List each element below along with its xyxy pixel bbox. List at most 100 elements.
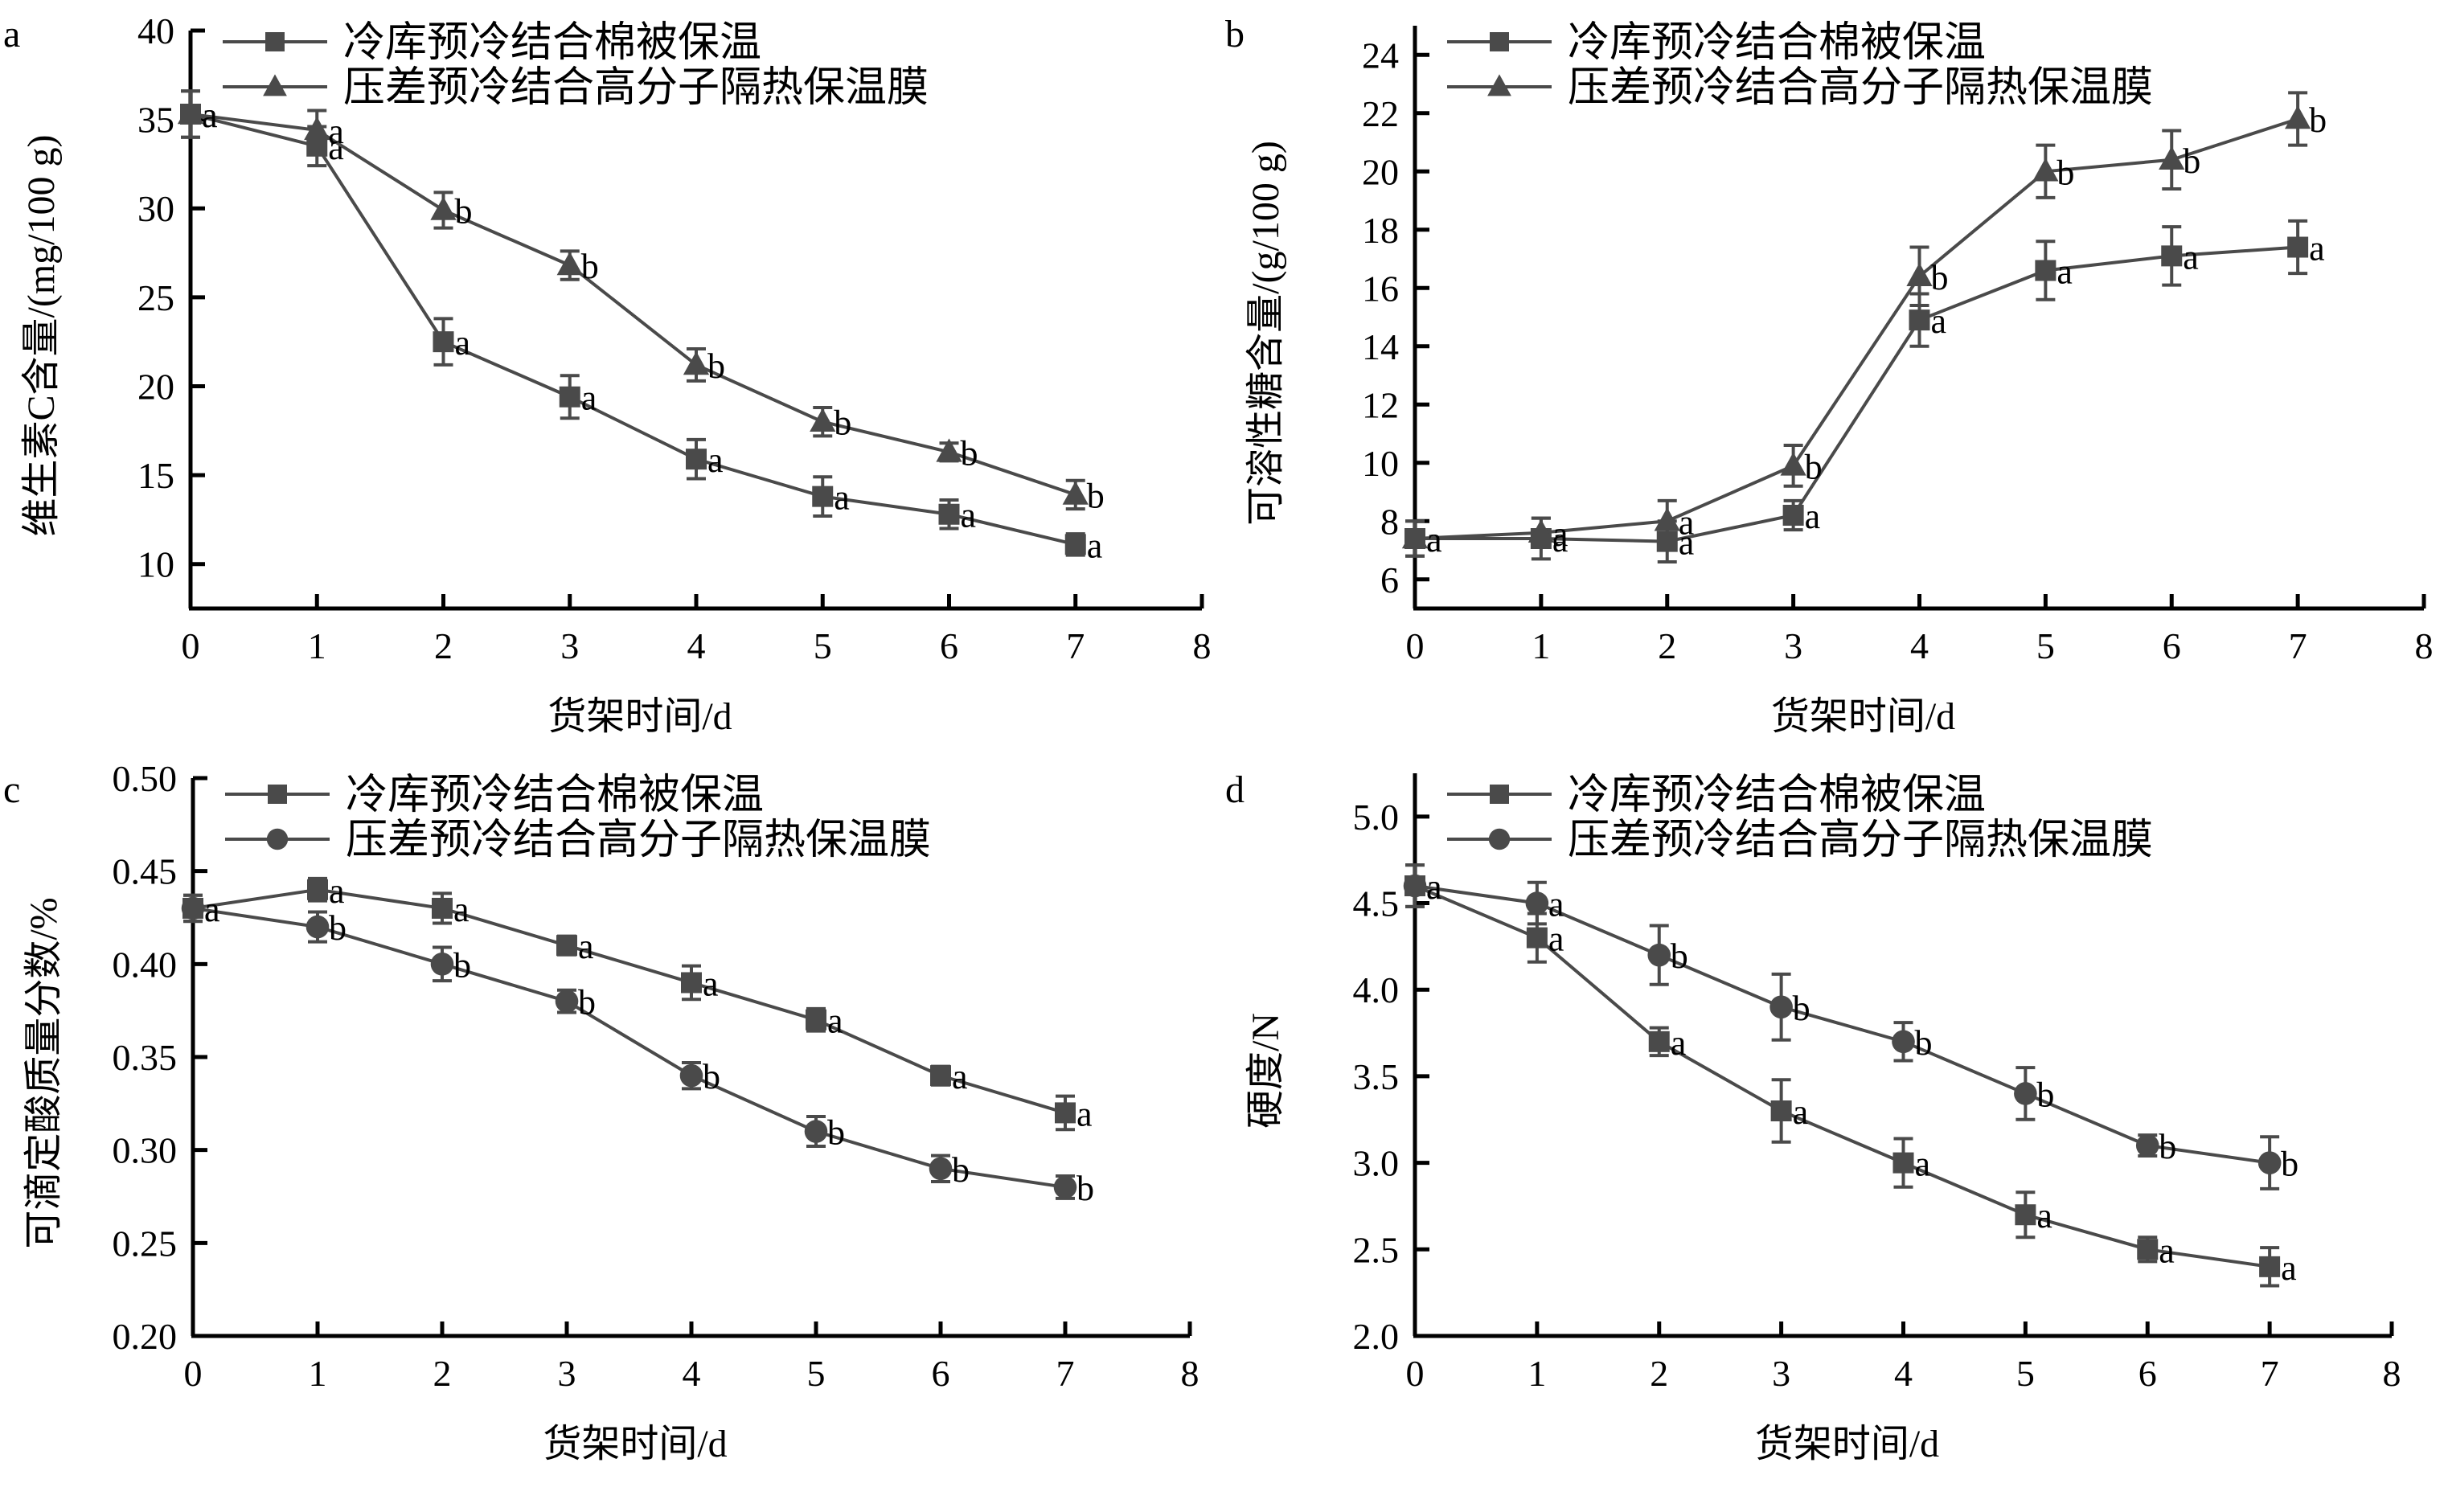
panel-b: b 0 1 2 3 4 5 6 7 8 6 8 10 12 14 16 18 20 22 24 货架时间/d 可溶性糖含量… bbox=[1222, 0, 2444, 756]
data-point bbox=[2135, 1133, 2159, 1158]
significance-label: a bbox=[2281, 1248, 2297, 1288]
chart-a: a 0 1 2 3 4 5 6 7 8 10 15 20 25 30 35 40 货架时间/d 维生素C含量/(mg… bbox=[3, 10, 1212, 738]
significance-label: b bbox=[578, 983, 596, 1022]
significance-label: b bbox=[952, 1150, 970, 1190]
chart-b-series-2-line bbox=[1414, 117, 2298, 540]
data-point bbox=[304, 116, 330, 141]
chart-a-x-tick-label: 2 bbox=[434, 625, 453, 666]
data-point bbox=[432, 897, 453, 919]
significance-label: a bbox=[2036, 1196, 2052, 1235]
chart-d-x-tick-label: 4 bbox=[1894, 1353, 1913, 1394]
significance-label: a bbox=[1552, 514, 1569, 554]
chart-a-x-tick-label: 8 bbox=[1193, 625, 1212, 666]
legend-marker-icon bbox=[1487, 74, 1511, 96]
data-point bbox=[556, 252, 583, 276]
data-point bbox=[1526, 927, 1548, 949]
data-point bbox=[2287, 236, 2309, 258]
data-point bbox=[433, 331, 454, 353]
chart-c-y-axis-title: 可滴定酸质量分数/% bbox=[23, 897, 65, 1248]
significance-label: a bbox=[1076, 1094, 1093, 1133]
panel-d: d 0 1 2 3 4 5 6 7 8 2.0 2.5 3.0 3.5 4.0 4.5 5.0 货架时间/d 硬度/… bbox=[1222, 756, 2444, 1511]
significance-label: a bbox=[1426, 520, 1442, 559]
chart-a-y-tick-label: 25 bbox=[137, 277, 174, 318]
significance-label: b bbox=[1915, 1023, 1933, 1063]
chart-b-x-axis-title: 货架时间/d bbox=[1771, 695, 1955, 738]
data-point bbox=[2015, 1204, 2036, 1226]
chart-d-x-tick-label: 1 bbox=[1528, 1353, 1546, 1394]
chart-d-x-tick-label: 3 bbox=[1772, 1353, 1790, 1394]
chart-d-y-tick-label: 2.5 bbox=[1353, 1229, 1400, 1270]
chart-a-y-tick-label: 15 bbox=[137, 455, 174, 496]
significance-label: a bbox=[1548, 885, 1564, 924]
chart-c-y-tick-label: 0.45 bbox=[113, 851, 178, 892]
data-point bbox=[2161, 245, 2183, 267]
data-point bbox=[1647, 943, 1671, 967]
significance-label: a bbox=[202, 96, 218, 135]
significance-label: a bbox=[204, 890, 220, 929]
significance-label: b bbox=[1793, 989, 1810, 1028]
legend-marker-icon bbox=[1490, 785, 1509, 804]
chart-c-x-tick-label: 4 bbox=[683, 1353, 701, 1394]
data-point bbox=[812, 486, 834, 507]
significance-label: b bbox=[827, 1113, 845, 1153]
chart-d-x-tick-label: 0 bbox=[1406, 1353, 1425, 1394]
chart-b-y-tick-label: 6 bbox=[1380, 559, 1399, 600]
legend-label: 冷库预冷结合棉被保温 bbox=[343, 20, 761, 66]
chart-d-x-axis-title: 货架时间/d bbox=[1755, 1423, 1939, 1465]
significance-label: a bbox=[581, 379, 597, 418]
significance-label: a bbox=[1679, 523, 1695, 563]
chart-b-x-tick-label: 4 bbox=[1910, 625, 1929, 666]
legend-item: 冷库预冷结合棉被保温 bbox=[223, 20, 761, 66]
significance-label: b bbox=[2036, 1075, 2054, 1114]
significance-label: a bbox=[1679, 502, 1695, 542]
data-point bbox=[1770, 1100, 1792, 1121]
significance-label: a bbox=[455, 323, 471, 363]
chart-c-series-2-line bbox=[192, 906, 1066, 1189]
significance-label: a bbox=[1426, 520, 1442, 559]
significance-label: a bbox=[2309, 229, 2325, 268]
chart-d-y-axis-title: 硬度/N bbox=[1245, 1013, 1287, 1129]
legend-item: 冷库预冷结合棉被保温 bbox=[1447, 20, 1986, 66]
significance-label: b bbox=[834, 404, 851, 443]
chart-d: d 0 1 2 3 4 5 6 7 8 2.0 2.5 3.0 3.5 4.0 4.5 5.0 货架时间/d 硬度/… bbox=[1225, 768, 2401, 1465]
chart-c-series-1: a a a a a a a a bbox=[182, 871, 1093, 1133]
data-point bbox=[804, 1120, 828, 1143]
significance-label: a bbox=[328, 112, 344, 151]
significance-label: a bbox=[204, 890, 220, 929]
chart-b-y-axis-title: 可溶性糖含量/(g/100 g) bbox=[1245, 141, 1287, 526]
significance-label: b bbox=[453, 945, 471, 985]
chart-c-panel-letter: c bbox=[3, 768, 20, 811]
data-point bbox=[1892, 1030, 1915, 1054]
significance-label: a bbox=[1548, 920, 1564, 959]
significance-label: a bbox=[329, 871, 345, 911]
data-point bbox=[1906, 262, 1933, 287]
chart-c-x-tick-label: 5 bbox=[807, 1353, 826, 1394]
legend-marker-icon bbox=[268, 785, 287, 804]
chart-a-x-tick-label: 5 bbox=[814, 625, 832, 666]
chart-b-y-tick-label: 8 bbox=[1380, 501, 1399, 542]
chart-d-y-tick-label: 4.5 bbox=[1353, 883, 1400, 924]
significance-label: b bbox=[1671, 936, 1688, 976]
legend-marker-icon bbox=[263, 74, 287, 96]
chart-b-y-tick-label: 14 bbox=[1362, 326, 1399, 367]
data-point bbox=[555, 990, 579, 1013]
data-point bbox=[181, 896, 205, 920]
legend-label: 压差预冷结合高分子隔热保温膜 bbox=[343, 65, 929, 111]
legend-label: 压差预冷结合高分子隔热保温膜 bbox=[346, 817, 931, 863]
significance-label: a bbox=[2183, 237, 2199, 277]
chart-c-y-tick-label: 0.50 bbox=[113, 758, 178, 799]
chart-a-panel-letter: a bbox=[3, 13, 20, 55]
data-point bbox=[2285, 105, 2311, 129]
chart-b-x-tick-label: 8 bbox=[2415, 625, 2434, 666]
legend-item: 压差预冷结合高分子隔热保温膜 bbox=[1447, 817, 2153, 863]
data-point bbox=[1528, 518, 1554, 543]
chart-a-y-tick-label: 40 bbox=[137, 10, 174, 51]
chart-b-y-tick-label: 18 bbox=[1362, 210, 1399, 251]
chart-d-x-tick-label: 6 bbox=[2138, 1353, 2157, 1394]
chart-a-x-tick-label: 3 bbox=[560, 625, 579, 666]
legend-marker-icon bbox=[1490, 32, 1509, 51]
chart-c-y-tick-label: 0.20 bbox=[113, 1316, 178, 1357]
